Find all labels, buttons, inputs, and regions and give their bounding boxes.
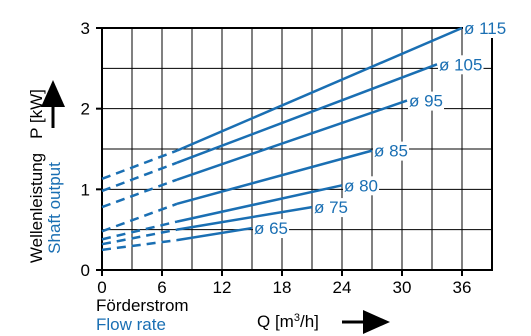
series-label: ø 75 — [314, 198, 348, 217]
series-solid-line — [176, 184, 343, 223]
series-solid-line — [176, 99, 408, 181]
y-tick-label: 3 — [81, 19, 90, 38]
y-axis-label-de: Wellenleistung — [27, 153, 46, 263]
series-lines — [101, 26, 463, 252]
y-axis-quantity: P [kW] — [27, 89, 46, 139]
series-solid-line — [176, 226, 253, 242]
series-label-backdrop — [343, 176, 380, 196]
series-label-backdrop — [463, 19, 508, 38]
series-label: ø 85 — [374, 142, 408, 161]
series-label-backdrop — [438, 55, 484, 75]
y-tick-label: 1 — [81, 180, 90, 199]
x-tick-label: 36 — [453, 278, 472, 297]
series-label: ø 105 — [439, 55, 482, 74]
x-axis-quantity: Q [m3/h] — [257, 312, 319, 331]
series-dashed-line — [101, 178, 178, 209]
x-axis-quantity-sup: 3 — [294, 312, 300, 324]
series-dashed-line — [101, 161, 178, 193]
y-axis-label-en: Shaft output — [45, 162, 64, 254]
x-tick-label: 24 — [333, 278, 352, 297]
y-tick-label: 0 — [81, 261, 90, 280]
series-label: ø 65 — [254, 219, 288, 238]
x-tick-label: 12 — [213, 278, 232, 297]
series-label-backdrop — [313, 198, 350, 218]
x-tick-label: 6 — [157, 278, 166, 297]
series-label-backdrop — [253, 219, 290, 239]
series-label: ø 115 — [464, 19, 506, 38]
series-solid-line — [176, 205, 313, 231]
series-dashed-line — [101, 238, 178, 252]
plot-frame — [101, 27, 493, 271]
series-labels: ø 65 ø 75 ø 80 ø 85 ø 95 ø 105 ø 115 — [253, 19, 508, 239]
x-axis-quantity-prefix: Q [m — [257, 312, 294, 331]
series-solid-line — [176, 149, 373, 206]
series-label-backdrop — [408, 91, 445, 111]
axes — [96, 27, 493, 276]
series-label: ø 95 — [409, 92, 443, 111]
x-tick-label: 0 — [97, 278, 106, 297]
x-tick-label: 30 — [393, 278, 412, 297]
series-label-backdrop — [373, 141, 410, 161]
series-dashed-line — [101, 149, 178, 181]
series-solid-line — [176, 26, 463, 152]
series-label: ø 80 — [344, 176, 378, 195]
x-axis-label-de: Förderstrom — [96, 296, 189, 315]
series-dashed-line — [101, 220, 178, 241]
x-axis-quantity-suffix: /h] — [300, 312, 319, 331]
x-tick-label: 18 — [273, 278, 292, 297]
series-solid-line — [176, 63, 438, 164]
x-axis-label-en: Flow rate — [96, 315, 166, 334]
y-tick-label: 2 — [81, 100, 90, 119]
series-dashed-line — [101, 228, 178, 246]
series-dashed-line — [101, 202, 178, 233]
